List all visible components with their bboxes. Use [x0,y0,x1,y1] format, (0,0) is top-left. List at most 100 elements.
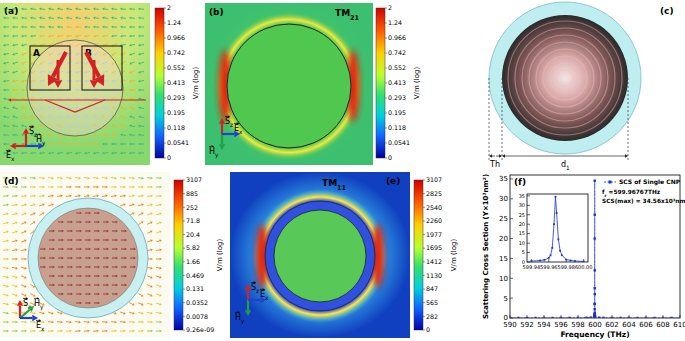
arrow-head [21,44,24,47]
arrow-shaft [104,143,108,144]
arrow-head [151,258,153,261]
colorbar-label: 9.26e-09 [186,326,214,333]
arrow-head [75,152,78,155]
arrow [111,177,117,180]
arrow-shaft [113,8,117,9]
colorbar-label: 0.0078 [186,313,208,320]
subscript: 21 [350,14,360,22]
arrow-head [138,80,141,83]
arrow [129,303,134,306]
arrow-head [150,249,153,252]
arrow-shaft [131,71,134,72]
arrow-head [141,312,144,315]
arrow [120,177,126,180]
arrow [76,266,82,269]
arrow [58,284,64,287]
arrow-shaft [103,231,107,232]
arrow [112,221,118,224]
arrow [76,275,82,278]
arrow [138,134,144,137]
arrow [84,186,90,189]
arrow-shaft [21,177,25,178]
arrow-head [10,143,16,149]
subscript: x [11,156,15,162]
arrow [138,17,144,20]
arrow-head [62,239,64,242]
arrow-shaft [67,267,71,268]
arrow-head [21,26,23,29]
arrow-shaft [12,214,15,215]
colorbar-label: 3107 [186,176,202,183]
arrow-head [107,230,109,233]
arrow-head [84,26,87,29]
arrow-shaft [3,186,7,187]
arrow-head [116,248,118,251]
arrow-head [84,17,87,20]
arrow-shaft [140,71,143,73]
arrow [3,213,9,216]
colorbar-label: 0 [426,326,430,333]
arrow-shaft [26,145,38,147]
arrow-shaft [114,117,117,119]
arrow-head [151,321,153,324]
data-point [636,317,638,318]
arrow-shaft [5,125,9,127]
arrow-shaft [50,35,54,36]
arrow [21,26,27,29]
arrow-shaft [32,152,36,153]
subscript: 1 [566,165,570,171]
colorbar-label: 0.469 [186,272,204,279]
arrow [129,80,135,83]
arrow-shaft [147,321,151,322]
colorbar-tick [385,113,387,114]
arrow-shaft [156,214,159,215]
arrow-shaft [121,258,125,259]
colorbar-scale [376,8,385,158]
arrow-head [102,26,104,29]
arrow-shaft [84,330,88,331]
arrow-shaft [129,205,132,206]
arrow [147,231,152,234]
arrow-head [129,89,131,92]
arrow [75,330,81,333]
arrow [129,26,135,29]
colorbar: 310788525271.820.45.821.660.4690.1310.03… [174,176,224,333]
arrow-head [12,35,14,38]
arrow-shaft [138,312,141,314]
arrow-head [102,17,105,20]
arrow-shaft [23,126,26,127]
arrow [85,266,91,269]
arrow-shaft [12,223,15,224]
arrow-shaft [122,152,126,153]
arrow-shaft [30,177,34,178]
arrow [138,152,144,155]
arrow [3,312,9,315]
arrow-head [3,26,5,29]
arrow-shaft [41,35,45,36]
arrow-head [69,177,72,180]
x-tick-label: 608 [656,321,669,329]
arrow-head [129,44,132,47]
arrow-shaft [131,80,135,82]
arrow-shaft [12,186,16,187]
arrow-head [6,267,9,270]
colorbar-unit: V/m (log) [192,67,200,100]
arrow-head [6,294,9,297]
arrow [120,152,126,155]
y-tick-label: 25 [499,215,508,223]
arrow-head [57,17,60,20]
arrow-head [98,257,100,260]
arrow-shaft [30,214,33,215]
arrow [12,267,18,270]
arrow-head [3,80,6,83]
arrow [12,258,18,261]
arrow-head [87,195,90,198]
arrow-shaft [156,186,160,187]
arrow-shaft [21,258,25,259]
arrow [129,312,135,315]
colorbar-tick [183,261,185,262]
subscript: z [256,288,259,294]
arrow-head [60,321,63,324]
arrow [57,8,63,11]
arrow [111,186,117,189]
